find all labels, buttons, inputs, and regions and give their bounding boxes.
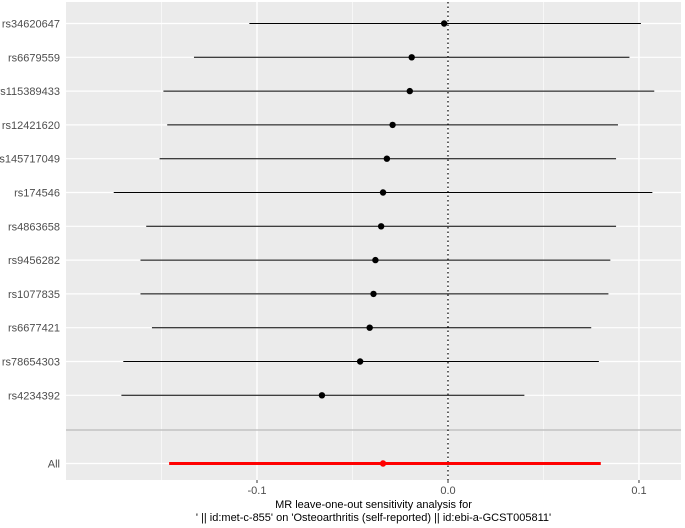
point-rs12421620 [389,121,396,129]
y-tick-label: All [48,459,60,471]
chart-marks [66,2,681,480]
x-tick-label: -0.1 [248,485,267,497]
x-axis-title-line-1: MR leave-one-out sensitivity analysis fo… [275,499,472,511]
point-rs115389433 [406,87,413,95]
x-axis-title-line-2: ' || id:met-c-855' on 'Osteoarthritis (s… [196,512,551,524]
y-tick-label: rs4863658 [8,221,60,233]
point-rs4863658 [377,223,385,230]
point-rs1077835 [370,290,377,298]
y-tick-label: rs1077835 [8,289,60,301]
plot-panel [66,2,681,480]
point-overall [379,460,387,467]
point-rs6677421 [366,324,373,331]
x-tick-label: 0.0 [440,485,455,497]
point-rs9456282 [372,256,379,264]
y-tick-label: rs145717049 [0,154,60,166]
y-tick-label: rs34620647 [2,19,60,31]
point-rs34620647 [440,20,448,27]
y-tick-label: rs6679559 [8,52,60,64]
y-tick-label: rs4234392 [8,390,60,402]
point-rs4234392 [318,392,326,399]
y-tick-label: rs78654303 [2,357,60,369]
y-tick-label: rs115389433 [0,86,60,98]
x-tick-label: 0.1 [631,485,646,497]
point-rs6679559 [408,54,415,61]
x-tick-labels: -0.1 0.0 0.1 [248,480,647,497]
y-tick-label: rs6677421 [8,323,60,335]
y-tick-labels: rs34620647 rs6679559 rs115389433 rs12421620… [0,19,60,471]
point-rs78654303 [356,358,364,365]
y-tick-label: rs174546 [14,188,60,200]
y-tick-label: rs9456282 [8,255,60,267]
y-tick-label: rs12421620 [2,120,60,132]
point-rs174546 [379,189,387,196]
point-rs145717049 [383,155,391,162]
